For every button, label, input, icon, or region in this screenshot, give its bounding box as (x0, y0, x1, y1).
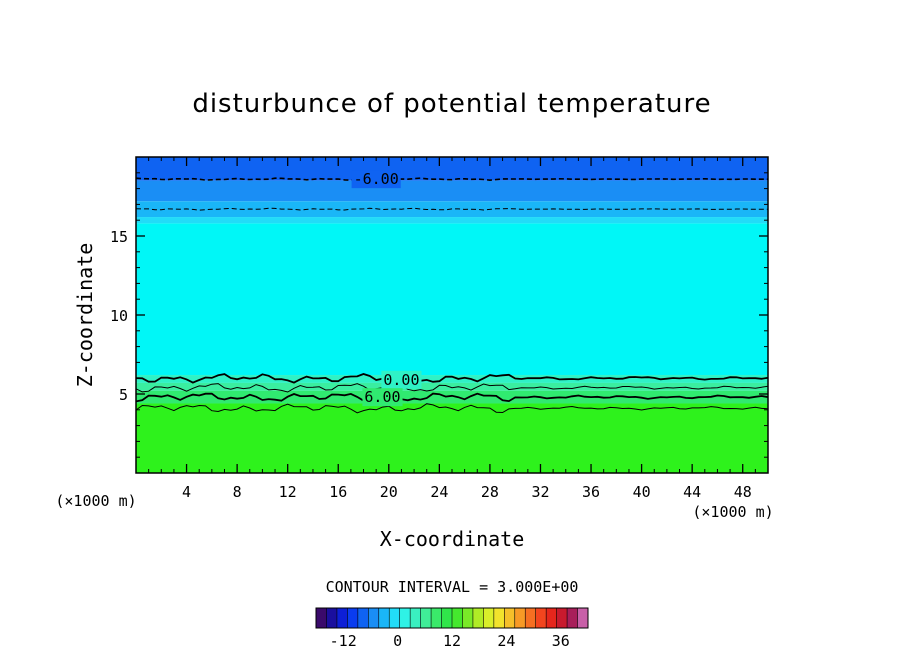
colorbar-swatch-25 (577, 608, 589, 628)
colorbar-swatch-12 (441, 608, 453, 628)
contour-interval-text: CONTOUR INTERVAL = 3.000E+00 (326, 578, 579, 596)
colorbar-swatch-9 (410, 608, 422, 628)
colorbar (315, 607, 589, 629)
colorbar-swatch-7 (389, 608, 401, 628)
colorbar-swatch-10 (420, 608, 432, 628)
colorbar-swatch-1 (326, 608, 338, 628)
x-tick-label-20: 20 (380, 483, 398, 501)
y-axis-ticks: 5 10 15 (110, 172, 768, 458)
colorbar-swatch-14 (462, 608, 474, 628)
colorbar-swatch-11 (431, 608, 443, 628)
contour-solid-1 (136, 383, 768, 393)
field-band-6 (136, 382, 768, 391)
contour-dashed-1 (136, 207, 768, 211)
contour-label-bg-1 (381, 370, 422, 389)
contour-label-bg-0 (351, 170, 401, 189)
colorbar-swatch-16 (483, 608, 495, 628)
contour-solid-3 (136, 403, 768, 414)
x-unit-left: (×1000 m) (55, 492, 136, 510)
y-tick-label-15: 15 (110, 228, 128, 246)
field-band-0 (136, 157, 768, 181)
x-axis-label: X-coordinate (380, 527, 525, 551)
colorbar-swatch-5 (368, 608, 380, 628)
contour-lines (136, 177, 768, 414)
field-band-5 (136, 375, 768, 383)
contour-label-0: -6.00 (354, 170, 399, 188)
contour-label-2: 6.00 (364, 388, 400, 406)
field-band-1 (136, 180, 768, 202)
colorbar-frame (315, 607, 589, 629)
colorbar-swatch-21 (535, 608, 547, 628)
x-unit-right: (×1000 m) (692, 503, 773, 521)
colorbar-swatch-4 (357, 608, 369, 628)
colorbar-swatch-23 (556, 608, 568, 628)
colorbar-swatch-15 (472, 608, 484, 628)
colorbar-swatch-22 (546, 608, 558, 628)
x-axis-ticks: 4 8 12 16 20 24 28 32 36 40 44 48 (148, 157, 756, 501)
x-tick-label-32: 32 (531, 483, 549, 501)
colorbar-swatch-2 (336, 608, 348, 628)
colorbar-swatch-20 (525, 608, 537, 628)
colorbar-swatch-13 (452, 608, 463, 628)
colorbar-swatch-24 (567, 608, 579, 628)
x-tick-label-24: 24 (430, 483, 448, 501)
field-band-4 (136, 223, 768, 376)
chart-title: disturbunce of potential temperature (192, 89, 711, 119)
y-tick-label-5: 5 (119, 386, 128, 404)
colorbar-swatch-0 (316, 608, 327, 628)
x-tick-label-40: 40 (633, 483, 651, 501)
x-tick-label-8: 8 (233, 483, 242, 501)
y-axis-label: Z-coordinate (73, 243, 97, 388)
contour-labels: -6.00 0.006.00 (351, 170, 422, 407)
contour-label-1: 0.00 (383, 371, 419, 389)
contour-solid-2 (136, 392, 768, 403)
colorbar-tick-label--12: -12 (330, 632, 357, 650)
colorbar-ticks: -12 0 12 24 36 (330, 632, 570, 650)
x-tick-label-36: 36 (582, 483, 600, 501)
x-tick-label-48: 48 (734, 483, 752, 501)
colorbar-swatch-3 (347, 608, 359, 628)
contour-label-bg-2 (362, 388, 403, 407)
y-tick-label-10: 10 (110, 307, 128, 325)
contour-dashed-0 (136, 177, 768, 182)
x-tick-label-44: 44 (683, 483, 701, 501)
colorbar-swatch-6 (378, 608, 390, 628)
colorbar-swatch-17 (493, 608, 505, 628)
field-fill (136, 157, 768, 473)
colorbar-tick-label-24: 24 (497, 632, 515, 650)
field-band-8 (136, 403, 768, 473)
colorbar-swatch-19 (514, 608, 526, 628)
colorbar-swatch-8 (399, 608, 411, 628)
field-band-3 (136, 217, 768, 224)
colorbar-swatch-18 (504, 608, 516, 628)
x-tick-label-12: 12 (279, 483, 297, 501)
x-tick-label-4: 4 (182, 483, 191, 501)
colorbar-tick-label-0: 0 (393, 632, 402, 650)
x-tick-label-28: 28 (481, 483, 499, 501)
contour-solid-0 (136, 373, 768, 384)
colorbar-tick-label-36: 36 (552, 632, 570, 650)
x-tick-label-16: 16 (329, 483, 347, 501)
colorbar-tick-label-12: 12 (443, 632, 461, 650)
